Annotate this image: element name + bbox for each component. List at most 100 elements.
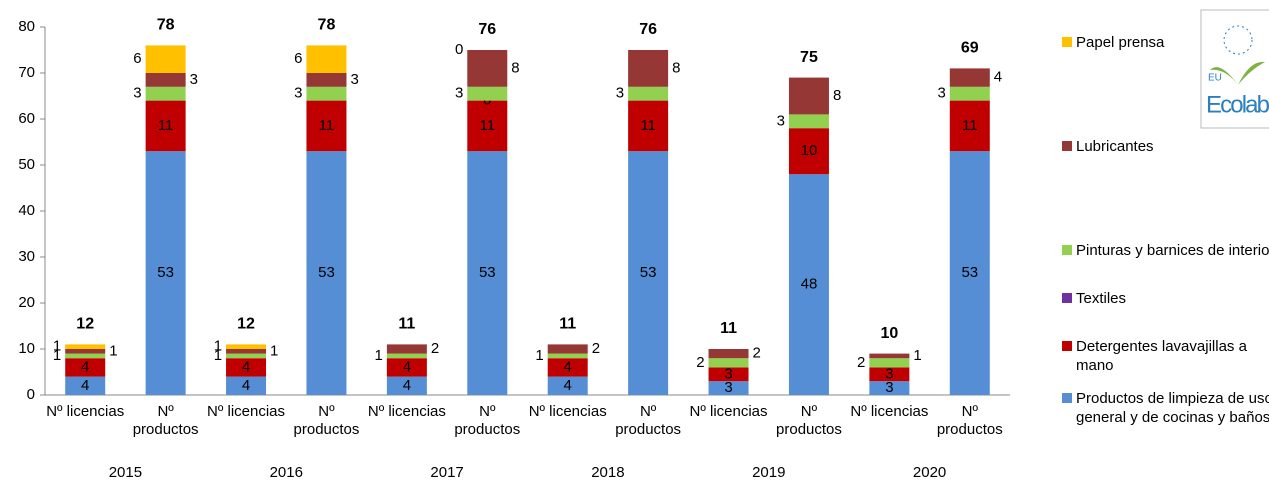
- data-label: 3: [724, 379, 732, 396]
- total-label: 78: [318, 17, 336, 34]
- x-tick-label: Nº productos: [615, 403, 682, 438]
- logo-leaf: [1210, 61, 1265, 85]
- x-tick-label: Nº licencias: [850, 403, 929, 420]
- bar-segment: [628, 86, 669, 101]
- data-label: 3: [616, 85, 624, 102]
- bar-segment: [226, 353, 267, 359]
- x-tick-label: Nº productos: [454, 403, 521, 438]
- logo-text: EU: [1208, 73, 1222, 84]
- data-label: 1: [214, 338, 222, 355]
- data-label: 11: [640, 117, 656, 134]
- data-label: 1: [913, 347, 921, 364]
- bar-segment: [65, 349, 106, 354]
- bar-segment: [949, 68, 990, 87]
- legend-entry: Detergentes lavavajillas a mano: [1062, 337, 1269, 375]
- total-label: 11: [398, 316, 415, 333]
- bar-segment: [788, 114, 829, 129]
- bar-segment: [467, 50, 508, 87]
- total-label: 11: [720, 320, 737, 337]
- data-label: 2: [592, 340, 600, 357]
- data-label: 0: [455, 41, 463, 58]
- data-label: 11: [158, 117, 174, 134]
- legend-text: Textiles: [1076, 290, 1127, 307]
- data-label: 11: [480, 117, 496, 134]
- data-label: 53: [961, 264, 978, 281]
- y-tick-label: 0: [27, 386, 35, 403]
- bar-segment: [226, 349, 267, 354]
- bar-segment: [788, 77, 829, 115]
- x-tick-label: Nº productos: [293, 403, 360, 438]
- data-label: 3: [133, 85, 141, 102]
- bar-segment: [708, 367, 749, 382]
- legend-swatch: [1062, 245, 1072, 255]
- legend-text: Detergentes lavavajillas a mano: [1076, 338, 1247, 374]
- bar-segment: [145, 151, 186, 395]
- y-tick-label: 80: [18, 18, 35, 35]
- data-label: 3: [350, 71, 358, 88]
- x-tick-label: Nº productos: [776, 403, 842, 438]
- data-label: 6: [133, 50, 141, 67]
- data-label: 2: [857, 354, 865, 371]
- bar-segment: [65, 376, 106, 395]
- bar-segment: [306, 45, 347, 73]
- legend-swatch: [1062, 293, 1072, 303]
- bar-segment: [145, 73, 186, 87]
- data-label: 11: [962, 117, 978, 134]
- data-label: 4: [994, 69, 1002, 86]
- bar-segment: [788, 128, 829, 175]
- group-label: 2016: [270, 464, 303, 481]
- x-tick-label: Nº licencias: [207, 403, 286, 420]
- group-label: 2019: [752, 464, 785, 481]
- data-label: 4: [564, 377, 572, 394]
- logo-flower: [1223, 25, 1253, 55]
- bar-segment: [949, 86, 990, 101]
- bar-segment: [467, 86, 508, 101]
- x-tick-label: Nº licencias: [528, 403, 607, 420]
- legend-swatch: [1062, 141, 1072, 151]
- y-tick-label: 60: [18, 110, 35, 127]
- data-label: 4: [81, 377, 89, 394]
- data-label: 4: [564, 358, 572, 375]
- y-tick-label: 30: [18, 248, 35, 265]
- y-tick-label: 50: [18, 156, 35, 173]
- total-label: 12: [76, 316, 94, 333]
- data-label: 2: [431, 340, 439, 357]
- bar-segment: [708, 349, 749, 359]
- data-label: 3: [190, 71, 198, 88]
- data-label: 53: [479, 264, 496, 281]
- data-label: 1: [53, 347, 61, 364]
- data-label: 3: [777, 112, 785, 129]
- data-label: 8: [672, 59, 680, 76]
- data-label: 53: [157, 264, 174, 281]
- total-label: 11: [559, 316, 576, 333]
- group-label: 2018: [591, 464, 624, 481]
- bar-segment: [306, 100, 347, 152]
- data-label: 1: [375, 347, 383, 364]
- logo-text: Ecolab: [1206, 91, 1269, 118]
- bar-segment: [869, 367, 910, 382]
- bar-segment: [869, 353, 910, 359]
- bar-segment: [547, 358, 588, 377]
- group-label: 2015: [109, 464, 142, 481]
- data-label: 1: [214, 347, 222, 364]
- data-label: 4: [403, 358, 411, 375]
- data-label: 3: [724, 365, 732, 382]
- data-label: 3: [455, 85, 463, 102]
- bar-segment: [65, 358, 106, 377]
- x-tick-label: Nº licencias: [46, 403, 125, 420]
- legend-text: Productos de limpieza de uso general y d…: [1076, 390, 1269, 426]
- bar-segment: [949, 151, 990, 395]
- bar-segment: [306, 86, 347, 101]
- bar-segment: [306, 73, 347, 87]
- bar-segment: [869, 358, 910, 368]
- total-label: 69: [961, 40, 979, 57]
- bar-segment: [386, 344, 427, 354]
- bar-segment: [628, 100, 669, 152]
- total-label: 75: [800, 49, 818, 66]
- y-tick-label: 40: [18, 202, 35, 219]
- bar-segment: [708, 358, 749, 368]
- data-label: 2: [696, 354, 704, 371]
- data-label: 1: [270, 342, 278, 359]
- bar-segment: [788, 174, 829, 395]
